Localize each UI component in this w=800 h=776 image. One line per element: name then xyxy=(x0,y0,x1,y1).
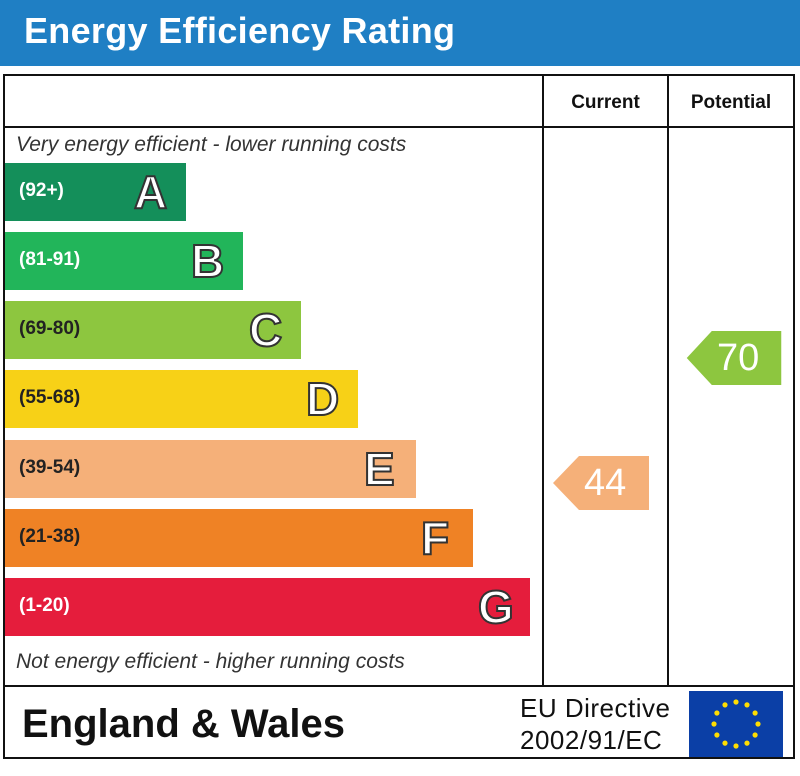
eu-star-icon xyxy=(733,743,739,749)
eu-star-icon xyxy=(744,740,750,746)
rating-band-g: (1-20) G xyxy=(5,578,530,636)
band-range-label: (39-54) xyxy=(19,457,81,478)
band-letter: A xyxy=(133,165,168,219)
band-letter: C xyxy=(248,303,283,357)
current-rating-arrow xyxy=(553,456,649,510)
rating-band-c: (69-80) C xyxy=(5,301,301,359)
directive-line-1: EU Directive xyxy=(520,693,671,723)
eu-star-icon xyxy=(722,702,728,708)
rating-frame xyxy=(3,74,795,759)
potential-rating-arrow xyxy=(686,331,782,385)
eu-star-icon xyxy=(711,721,717,727)
rating-band-a: (92+) A xyxy=(5,163,186,221)
region-label: England & Wales xyxy=(22,702,346,746)
divider-current-left xyxy=(542,74,544,687)
band-letter: E xyxy=(363,442,396,496)
top-caption: Very energy efficient - lower running co… xyxy=(16,133,407,156)
column-header-potential: Potential xyxy=(690,92,772,113)
eu-star-icon xyxy=(722,740,728,746)
band-range-label: (1-20) xyxy=(19,595,70,616)
divider-potential-left xyxy=(667,74,669,687)
rating-band-b: (81-91) B xyxy=(5,232,243,290)
directive-line-2: 2002/91/EC xyxy=(520,725,663,755)
band-range-label: (21-38) xyxy=(19,526,81,547)
band-range-label: (92+) xyxy=(19,180,64,201)
eu-star-icon xyxy=(714,710,720,716)
header-divider xyxy=(3,126,795,128)
rating-band-f: (21-38) F xyxy=(5,509,473,567)
band-letter: B xyxy=(190,234,225,288)
eu-star-icon xyxy=(714,732,720,738)
title-bar: Energy Efficiency Rating xyxy=(0,0,800,66)
band-range-label: (69-80) xyxy=(19,318,81,339)
eu-star-icon xyxy=(755,721,761,727)
eu-star-icon xyxy=(744,702,750,708)
band-range-label: (81-91) xyxy=(19,249,81,270)
band-letter: D xyxy=(305,372,340,426)
band-letter: F xyxy=(420,511,450,565)
rating-band-d: (55-68) D xyxy=(5,370,358,428)
eu-star-icon xyxy=(752,710,758,716)
column-header-current: Current xyxy=(571,92,640,113)
current-rating-value: 44 xyxy=(584,462,627,504)
potential-rating-value: 70 xyxy=(717,337,760,379)
rating-band-e: (39-54) E xyxy=(5,440,416,498)
bottom-caption: Not energy efficient - higher running co… xyxy=(16,650,405,673)
chart-title: Energy Efficiency Rating xyxy=(24,10,456,51)
band-letter: G xyxy=(477,580,515,634)
eu-flag-icon xyxy=(689,691,783,757)
footer-divider xyxy=(3,685,795,687)
eu-star-icon xyxy=(733,699,739,705)
eu-star-icon xyxy=(752,732,758,738)
band-range-label: (55-68) xyxy=(19,387,81,408)
